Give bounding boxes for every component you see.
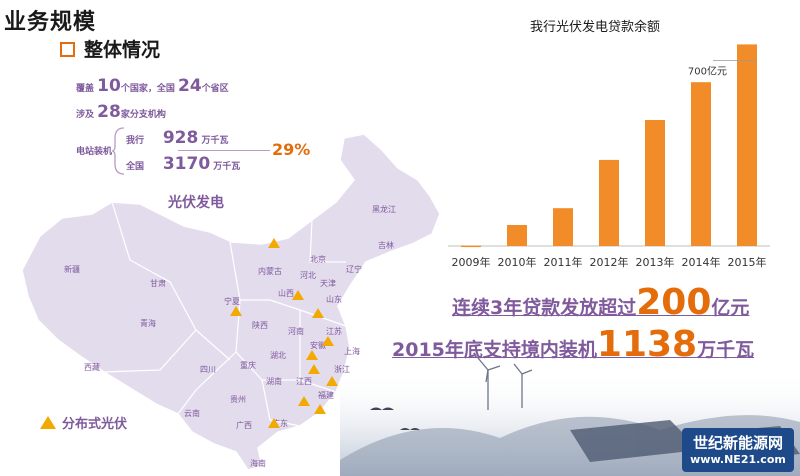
share-value: 29% [272,140,311,159]
x-tick-label: 2012年 [590,255,629,269]
bird-icon [370,407,420,430]
x-tick-label: 2010年 [498,255,537,269]
province-label: 黑龙江 [372,204,396,214]
province-label: 山西 [278,288,294,298]
province-label: 云南 [184,408,200,418]
page-title: 业务规模 [4,10,97,35]
bank-capacity: 我行 928 万千瓦 [126,128,229,148]
province-label: 山东 [326,294,342,304]
highlight-line-2: 2015年底支持境内装机1138万千瓦 [392,324,755,365]
wind-turbine-icon [477,357,533,410]
bar-2014年 [691,82,711,246]
province-label: 青海 [140,318,156,328]
legend-label: 分布式光伏 [62,417,128,432]
watermark-logo: 世纪新能源网 www.NE21.com [682,428,794,472]
pv-marker-icon [306,350,318,360]
province-label: 广西 [236,420,252,430]
province-label: 天津 [320,278,336,288]
province-label: 宁夏 [224,296,240,306]
province-label: 广东 [272,418,288,428]
bracket-icon [112,127,125,175]
province-label: 上海 [344,346,360,356]
province-label: 甘肃 [150,278,166,288]
watermark-title: 世纪新能源网 [692,434,783,452]
province-label: 北京 [310,254,326,264]
province-label: 贵州 [230,394,246,404]
china-map: 黑龙江 吉林 辽宁 内蒙古 新疆 西藏 青海 甘肃 宁夏 陕西 山西 河北 北京… [21,133,441,471]
chart-title: 我行光伏发电贷款余额 [530,20,661,35]
province-label: 海南 [250,458,266,468]
pv-marker-icon [322,336,334,346]
share-connector [178,150,270,151]
province-label: 江苏 [326,326,342,336]
pv-marker-icon [268,238,280,248]
province-label: 江西 [296,377,312,386]
bar-2011年 [553,208,573,246]
pv-marker-icon [230,306,242,316]
coverage-stat: 覆盖 10个国家，全国 24个省区 [76,76,229,96]
x-tick-label: 2009年 [452,255,491,269]
province-label: 河南 [288,326,304,336]
province-label: 重庆 [240,360,256,370]
pv-marker-icon [326,376,338,386]
watermark-url: www.NE21.com [690,453,786,466]
province-label: 湖北 [270,351,286,360]
legend-marker-icon [40,416,56,429]
bar-2012年 [599,159,619,246]
section-bullet-icon [60,42,75,57]
province-label: 吉林 [378,240,394,250]
bar-2009年 [461,245,481,248]
province-label: 新疆 [64,264,80,274]
pv-marker-icon [308,364,320,374]
province-label: 内蒙古 [258,266,282,276]
section-title: 整体情况 [84,39,161,61]
province-label: 四川 [200,365,216,374]
province-label: 湖南 [266,376,282,386]
pv-marker-icon [312,308,324,318]
bar-2013年 [645,120,665,246]
pv-marker-icon [314,404,326,414]
province-label: 西藏 [84,362,100,372]
pv-marker-icon [292,290,304,300]
pv-marker-icon [268,418,280,428]
province-label: 陕西 [252,320,268,330]
highlight-line-1: 连续3年贷款发放超过200亿元 [452,282,750,323]
distributed-pv-markers [230,238,338,428]
loan-balance-chart: 2009年 2010年 2011年 2012年 2013年 2014年 2015年 700亿元 [448,44,770,269]
x-tick-label: 2011年 [544,255,583,269]
x-tick-label: 2015年 [728,255,767,269]
province-label: 浙江 [334,364,350,374]
branch-stat: 涉及 28家分支机构 [76,102,166,122]
province-label: 辽宁 [346,264,362,274]
national-capacity: 全国 3170 万千瓦 [126,154,241,174]
bar-2015年 [737,44,757,247]
bar-2010年 [507,225,527,246]
province-label: 安徽 [310,340,326,350]
x-tick-label: 2014年 [682,255,721,269]
x-tick-label: 2013年 [636,255,675,269]
pv-marker-icon [298,396,310,406]
annotation-label: 700亿元 [688,64,727,77]
pv-caption: 光伏发电 [168,195,224,211]
station-label: 电站装机 [76,147,113,157]
province-label: 河北 [300,270,316,280]
province-label: 福建 [318,390,334,400]
